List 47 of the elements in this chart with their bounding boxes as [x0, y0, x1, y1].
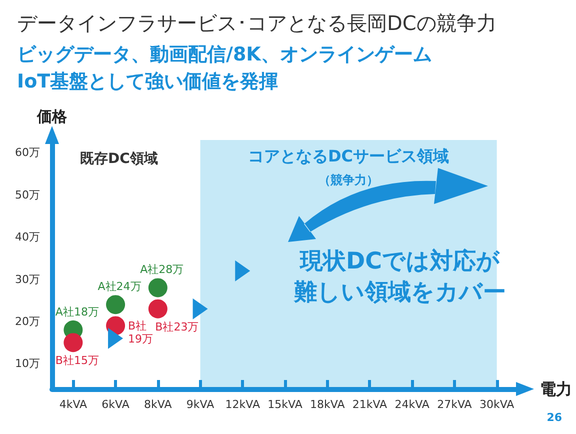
annotation: 既存DC領域: [80, 151, 158, 167]
x-tick-label: 30kVA: [479, 398, 515, 411]
x-tick-label: 24kVA: [394, 398, 430, 411]
data-label: 28万: [158, 263, 184, 276]
point: [235, 260, 250, 282]
data-label: 24万: [116, 280, 142, 294]
x-tick-label: 9kVA: [186, 398, 215, 411]
point: [106, 316, 126, 336]
x-tick-label: 12kVA: [225, 398, 260, 411]
x-tick-label: 18kVA: [310, 398, 346, 411]
y-tick-label: 30万: [15, 272, 40, 286]
text: 26: [546, 411, 562, 424]
chart-subtitle: ビッグデータ、動画配信/8K、オンラインゲーム IoT基盤として強い価値を発揮: [17, 44, 432, 92]
data-label: 18万: [74, 305, 99, 318]
x-tick-label: 6kVA: [102, 398, 130, 411]
data-label: 23万: [174, 320, 199, 334]
point: [192, 298, 208, 320]
point: [108, 328, 124, 349]
text: A社: [55, 305, 74, 318]
annotation: 難しい領域をカバー: [293, 280, 506, 306]
point: [64, 333, 83, 352]
point: [148, 278, 168, 298]
data-label: 19万: [128, 332, 154, 346]
chart-title: データインフラサービス･コアとなる長岡DCの競争力: [17, 11, 496, 35]
text: A社: [140, 263, 159, 276]
data-label: 15万: [74, 354, 99, 368]
band-label: コアとなるDCサービス領域: [248, 146, 450, 166]
x-tick-label: 4kVA: [59, 398, 88, 411]
point: [148, 299, 168, 318]
series-label: A社: [98, 280, 116, 294]
x-tick-label: 27kVA: [437, 398, 472, 411]
text: B社: [155, 320, 174, 334]
y-tick-label: 50万: [15, 188, 40, 202]
y-tick-label: 10万: [15, 357, 40, 370]
y-tick-label: 40万: [15, 230, 40, 244]
x-tick-label: 15kVA: [268, 398, 303, 411]
annotation: 現状DCでは対応が: [299, 248, 500, 274]
text: B社: [128, 320, 147, 333]
series-label: B社: [55, 354, 74, 368]
y-axis-title: 価格: [36, 108, 68, 126]
x-axis-title: 電力: [540, 380, 572, 398]
point: [106, 295, 126, 314]
y-tick-label: 60万: [15, 146, 40, 160]
x-tick-label: 8kVA: [144, 398, 172, 411]
annotation: （競争力）: [318, 173, 379, 187]
y-tick-label: 20万: [15, 314, 40, 328]
x-tick-label: 21kVA: [352, 398, 388, 411]
